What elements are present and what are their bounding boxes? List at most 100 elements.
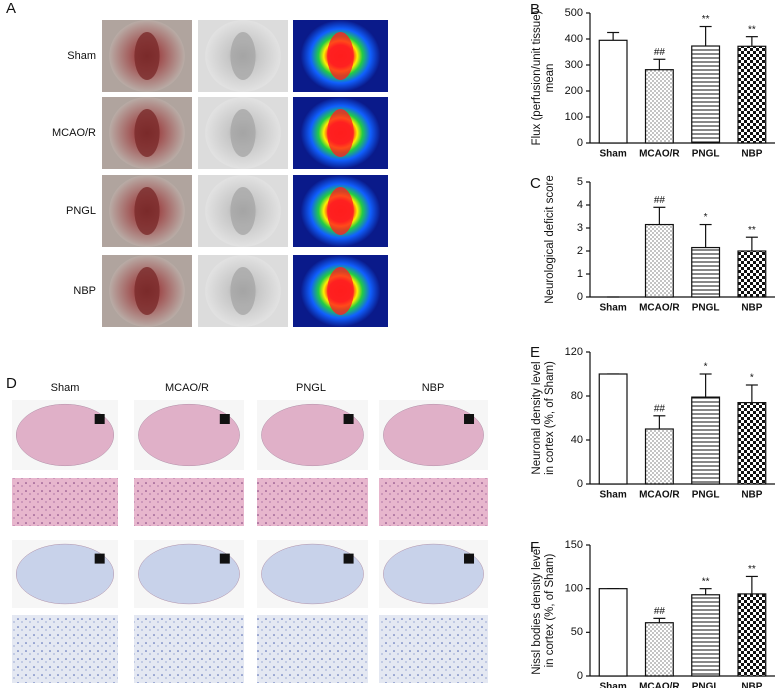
photo-center	[230, 267, 256, 315]
panel-letter: E	[530, 344, 540, 361]
bar	[691, 45, 721, 144]
roi-box	[94, 414, 105, 424]
significance-label: *	[704, 212, 708, 223]
x-tick-label: NBP	[741, 149, 762, 160]
brain-section	[138, 543, 240, 605]
x-tick-label: MCAO/R	[639, 149, 680, 160]
panel-letter: D	[6, 375, 17, 392]
roi-box	[464, 553, 475, 564]
x-tick-label: Sham	[600, 682, 627, 688]
micrograph	[257, 615, 368, 683]
significance-label: ##	[654, 606, 666, 617]
y-tick-label: 1	[577, 268, 583, 280]
panel-letter: B	[530, 1, 540, 18]
x-tick-label: MCAO/R	[639, 682, 680, 688]
row-label: PNGL	[66, 205, 96, 217]
roi-box	[94, 553, 105, 564]
roi-box	[219, 414, 230, 424]
y-tick-label: 2	[577, 245, 583, 257]
x-tick-label: NBP	[741, 490, 762, 501]
micrograph	[379, 478, 488, 526]
bar-chart: 0 50 100 150 Nissl bodies density level in co…	[531, 539, 775, 688]
bar	[737, 250, 767, 298]
panel-letter: C	[530, 175, 541, 192]
y-tick-label: 400	[565, 33, 583, 45]
significance-label: ##	[654, 403, 666, 414]
roi-box	[219, 553, 230, 564]
y-tick-label: 500	[565, 7, 583, 19]
bar	[644, 622, 674, 677]
photo-center	[230, 109, 256, 157]
bar	[737, 402, 767, 485]
x-tick-label: PNGL	[692, 149, 720, 160]
bar-chart: 0 100 200 300 400 500 Flux (perfusion/unit tis…	[531, 7, 775, 160]
x-tick-label: MCAO/R	[639, 490, 680, 501]
row-label: MCAO/R	[52, 127, 96, 139]
bar-chart: 0 1 2 3 4 5 Neurological deficit score Sham MCAO…	[544, 175, 775, 314]
photo-center	[134, 32, 160, 80]
significance-label: ##	[654, 195, 666, 206]
micrograph	[12, 478, 118, 526]
brain-section	[383, 543, 484, 605]
photo-center	[134, 267, 160, 315]
y-tick-label: 0	[577, 478, 583, 490]
x-tick-label: NBP	[741, 303, 762, 314]
photo-center	[230, 32, 256, 80]
photo-center	[134, 187, 160, 235]
bar	[644, 428, 674, 485]
y-axis-label: Neuronal density level	[531, 361, 543, 474]
x-tick-label: PNGL	[692, 682, 720, 688]
x-tick-label: NBP	[741, 682, 762, 688]
photo-center	[134, 109, 160, 157]
y-tick-label: 50	[571, 626, 583, 638]
significance-label: **	[748, 24, 756, 35]
y-tick-label: 100	[565, 583, 583, 595]
significance-label: **	[748, 225, 756, 236]
bar	[644, 69, 674, 144]
y-tick-label: 120	[565, 346, 583, 358]
y-tick-label: 0	[577, 670, 583, 682]
micrograph	[379, 615, 488, 683]
x-tick-label: PNGL	[692, 303, 720, 314]
bar	[598, 373, 628, 485]
x-tick-label: MCAO/R	[639, 303, 680, 314]
y-axis-label: in cortex (%, of Sham)	[544, 361, 556, 475]
significance-label: **	[748, 564, 756, 575]
photo-center	[327, 187, 354, 235]
y-axis-label: Flux (perfusion/unit tissue)	[531, 10, 543, 145]
image-panels: A D	[6, 0, 17, 392]
brain-section	[15, 403, 115, 467]
y-tick-label: 100	[565, 111, 583, 123]
roi-box	[464, 414, 475, 424]
brain-section	[138, 403, 240, 467]
significance-label: *	[704, 362, 708, 373]
significance-label: *	[750, 373, 754, 384]
bar	[691, 396, 721, 485]
y-tick-label: 3	[577, 222, 583, 234]
photo-center	[327, 109, 354, 157]
brain-section	[261, 403, 364, 467]
significance-label: **	[702, 576, 710, 587]
brain-section	[383, 403, 484, 467]
y-tick-label: 300	[565, 59, 583, 71]
y-tick-label: 40	[571, 434, 583, 446]
photo-center	[230, 187, 256, 235]
x-tick-label: Sham	[600, 490, 627, 501]
bar-chart: 0 40 80 120 Neuronal density level in cortex …	[531, 346, 775, 501]
panel-letter: F	[530, 539, 539, 556]
micrograph	[257, 478, 368, 526]
column-label: Sham	[51, 382, 80, 394]
bar	[691, 594, 721, 677]
brain-section	[15, 543, 115, 605]
bar	[737, 593, 767, 677]
micrograph	[12, 615, 118, 683]
y-axis-label: Neurological deficit score	[544, 175, 556, 303]
micrograph	[134, 615, 244, 683]
y-axis-label: mean	[544, 64, 556, 93]
bar	[691, 246, 721, 298]
x-tick-label: Sham	[600, 303, 627, 314]
photo-center	[327, 32, 354, 80]
y-tick-label: 200	[565, 85, 583, 97]
y-axis-label: Nissl bodies density level	[531, 546, 543, 674]
